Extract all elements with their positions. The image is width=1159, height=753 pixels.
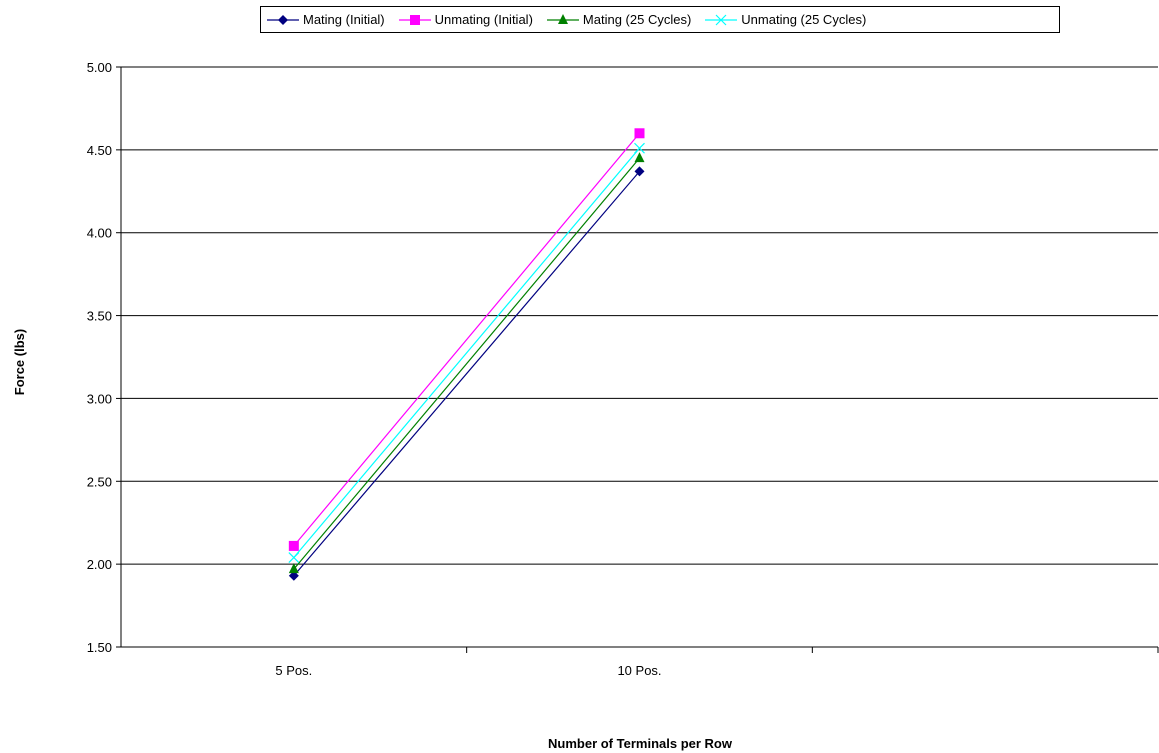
series-2 — [288, 128, 645, 551]
data-point — [288, 570, 299, 581]
data-point — [634, 128, 645, 139]
x-tick-label: 10 Pos. — [617, 663, 661, 678]
legend-swatch — [705, 14, 738, 25]
legend-item: Mating (25 Cycles) — [545, 12, 691, 27]
legend-swatch — [267, 14, 299, 25]
y-tick-label: 4.00 — [87, 226, 112, 241]
legend-item: Unmating (25 Cycles) — [703, 12, 866, 27]
series-line — [293, 171, 640, 577]
legend: Mating (Initial) Unmating (Initial) Mating… — [260, 6, 1060, 33]
legend-marker — [715, 14, 727, 25]
y-tick-label: 2.50 — [87, 474, 112, 489]
data-point — [634, 166, 645, 177]
legend-marker — [278, 14, 288, 25]
y-tick-label: 3.50 — [87, 309, 112, 324]
legend-item: Unmating (Initial) — [397, 12, 533, 27]
series-line — [293, 157, 640, 570]
gridlines — [121, 66, 1158, 565]
legend-label: Mating (Initial) — [303, 12, 385, 27]
y-axis-title: Force (lbs) — [12, 329, 27, 395]
series-group — [288, 128, 645, 581]
legend-label: Mating (25 Cycles) — [582, 12, 692, 27]
y-tick-label: 3.00 — [87, 391, 112, 406]
legend-label: Unmating (Initial) — [434, 12, 533, 27]
y-tick-label: 4.50 — [87, 143, 112, 158]
axes — [116, 66, 1159, 653]
data-point — [288, 563, 299, 574]
legend-label: Unmating (25 Cycles) — [741, 12, 867, 27]
data-point — [634, 152, 645, 163]
legend-item: Mating (Initial) — [265, 12, 385, 27]
data-point — [288, 540, 299, 551]
legend-swatch — [546, 13, 579, 24]
x-tick-label: 5 Pos. — [275, 663, 312, 678]
y-tick-labels: 1.50 2.00 2.50 3.00 3.50 4.00 4.50 5.00 — [87, 60, 112, 655]
legend-swatch — [398, 14, 431, 25]
x-tick-labels: 5 Pos. 10 Pos. — [275, 663, 661, 678]
series-line — [293, 147, 640, 558]
series-1 — [288, 166, 645, 581]
y-tick-label: 1.50 — [87, 640, 112, 655]
series-line — [293, 132, 640, 547]
data-point — [634, 142, 645, 154]
x-axis-title: Number of Terminals per Row — [548, 736, 733, 751]
y-tick-label: 5.00 — [87, 60, 112, 75]
series-4 — [288, 142, 645, 563]
legend-marker — [409, 14, 420, 25]
legend-marker — [557, 13, 568, 24]
data-point — [288, 552, 300, 563]
y-tick-label: 2.00 — [87, 557, 112, 572]
series-3 — [288, 152, 645, 574]
